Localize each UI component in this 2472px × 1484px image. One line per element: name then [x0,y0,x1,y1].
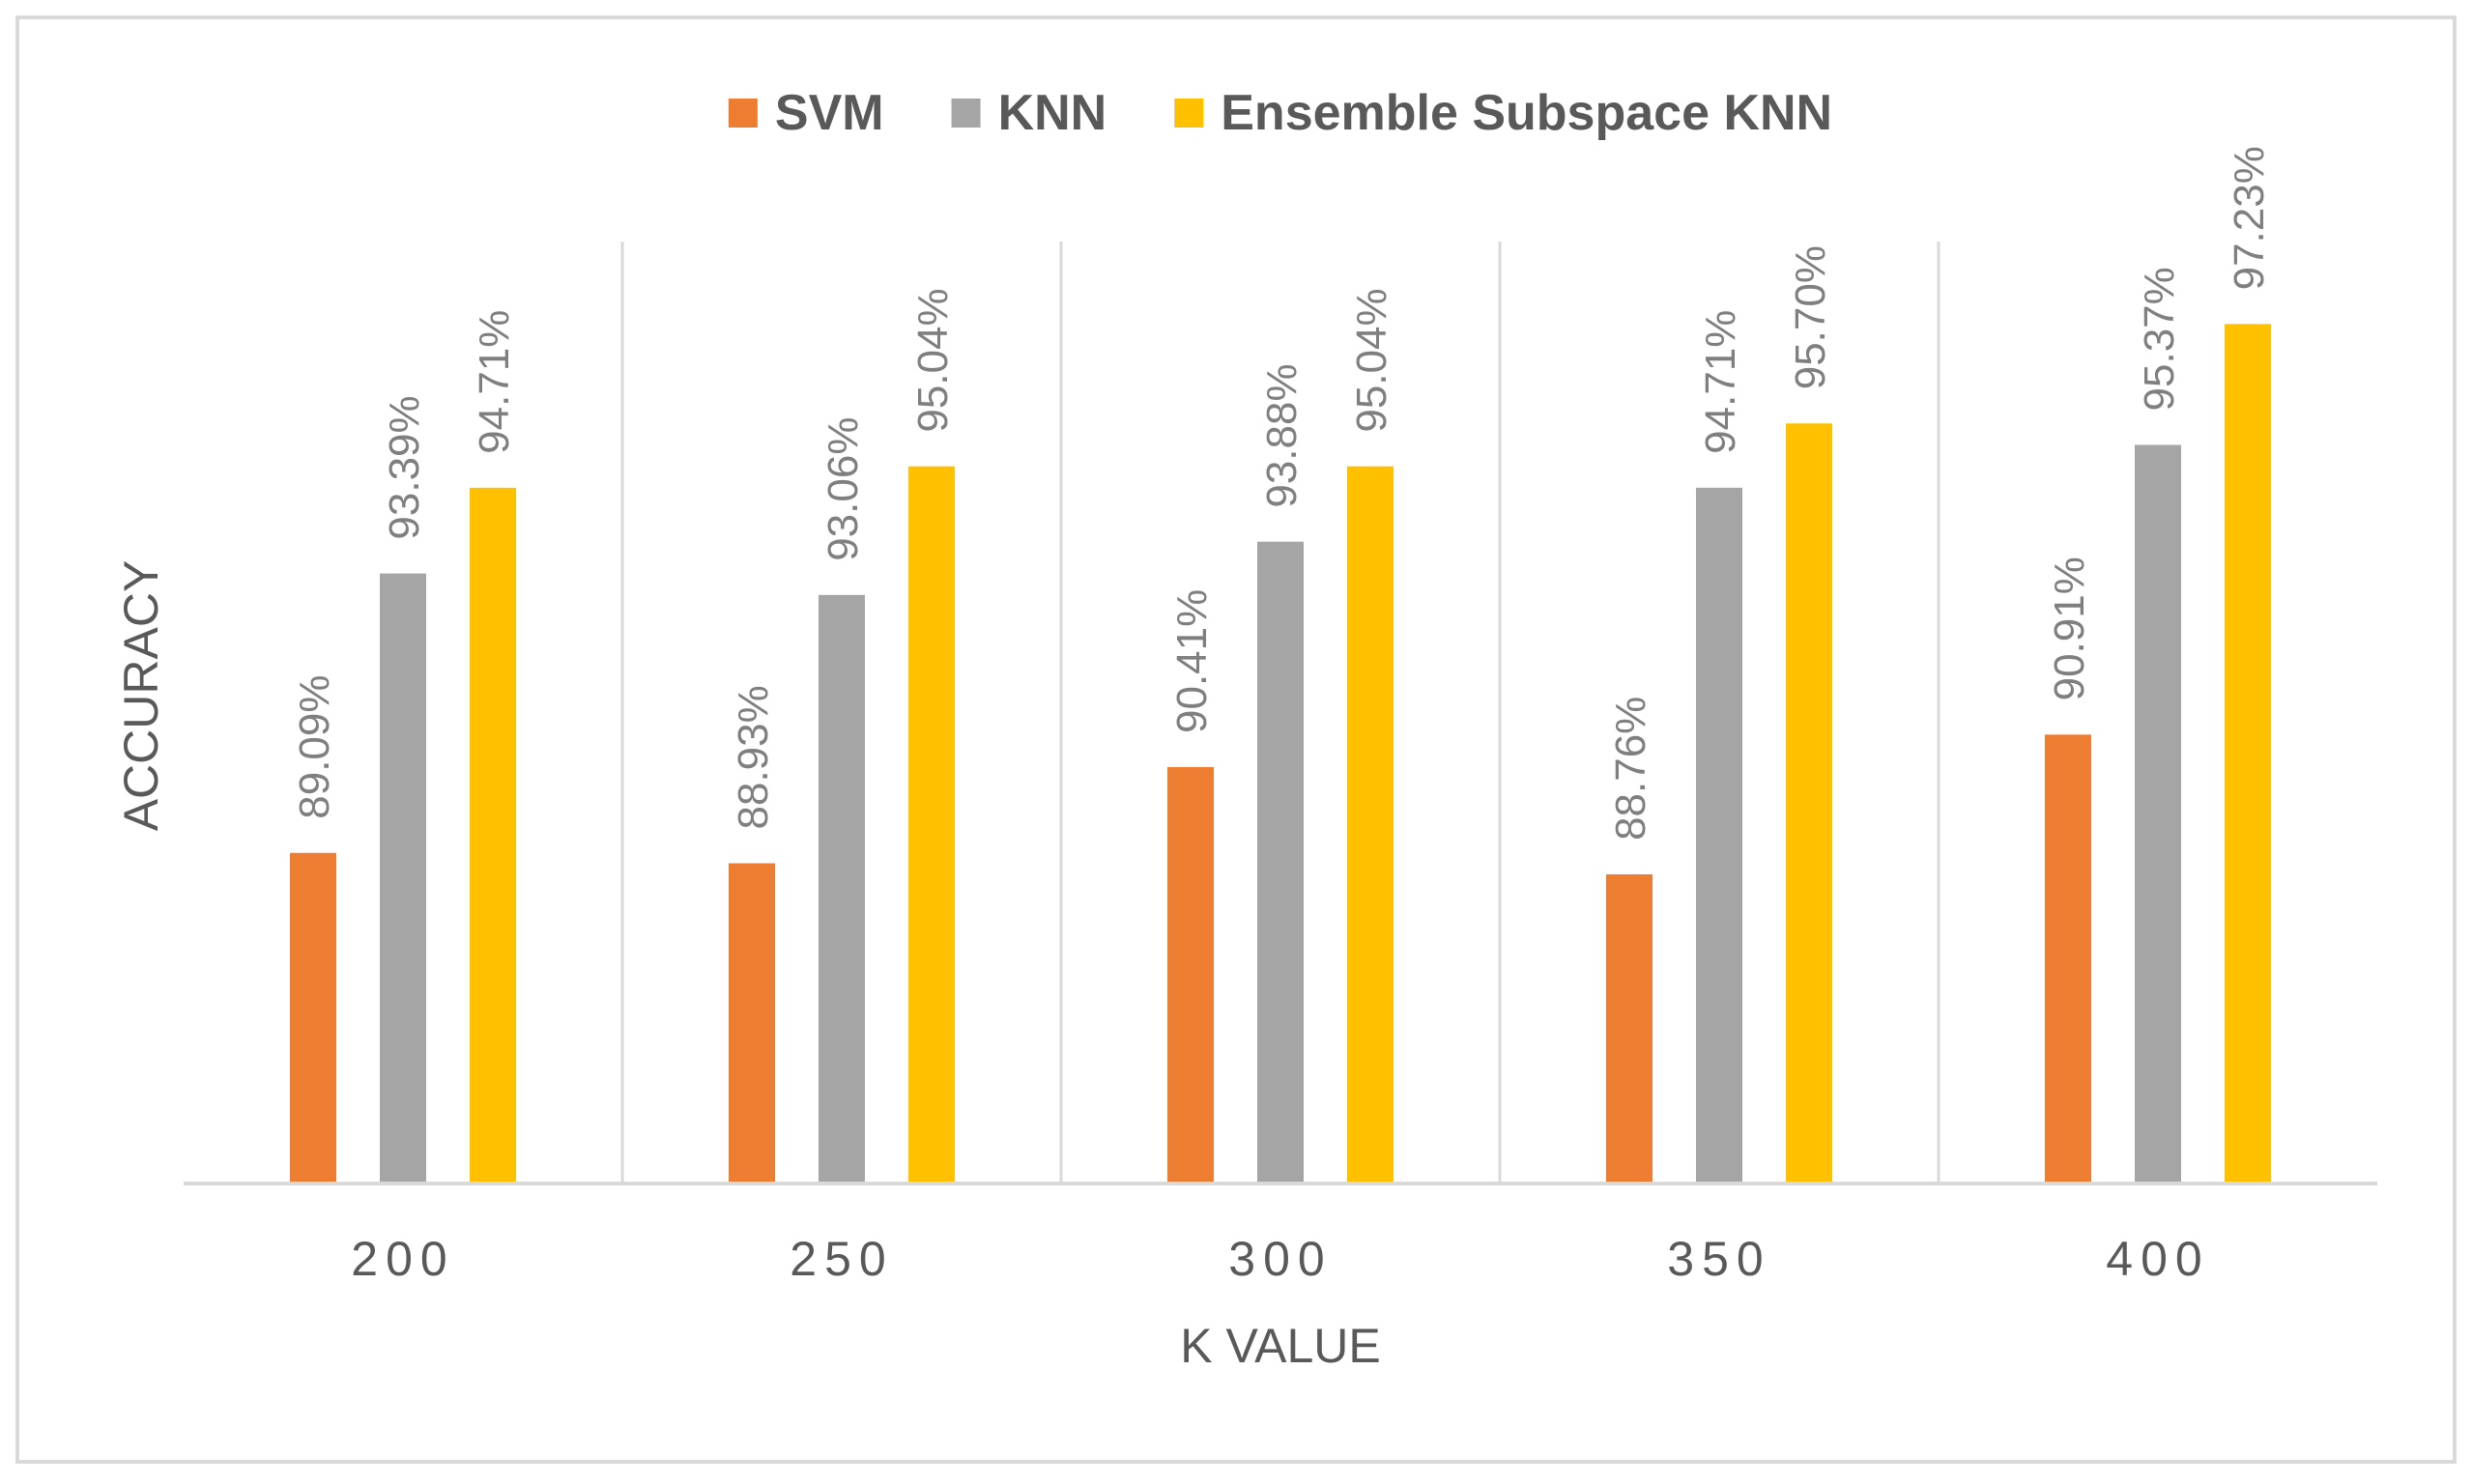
data-label-knn-350: 94.71% [1697,310,1744,454]
data-label-svm-300: 90.41% [1168,589,1216,733]
bar-ensemble-subspace-knn-400 [2225,324,2271,1184]
x-axis-label: K VALUE [1180,1319,1381,1373]
data-label-ensemble-subspace-knn-350: 95.70% [1787,245,1834,389]
legend-item-svm: SVM [728,85,884,141]
category-dividers [620,242,1940,1184]
legend-swatch [951,99,981,128]
legend-swatch [728,99,758,128]
data-label-ensemble-subspace-knn-400: 97.23% [2226,146,2273,290]
x-tick-labels: 200 250 300 350 400 [351,1232,2209,1286]
bar-knn-200 [380,573,426,1184]
x-tick-label-200: 200 [351,1232,454,1286]
bar-knn-250 [819,594,865,1184]
y-axis-label: ACCURACY [114,560,168,832]
bar-ensemble-subspace-knn-350 [1786,423,1832,1184]
legend-item-ensemble-subspace-knn: Ensemble Subspace KNN [1174,85,1832,141]
bar-knn-300 [1257,541,1304,1184]
data-label-ensemble-subspace-knn-250: 95.04% [909,288,957,432]
x-tick-label-300: 300 [1228,1232,1332,1286]
bars [290,324,2271,1184]
data-label-ensemble-subspace-knn-200: 94.71% [471,310,518,454]
bar-ensemble-subspace-knn-300 [1347,466,1394,1184]
legend-swatch [1174,99,1204,128]
x-tick-label-250: 250 [790,1232,893,1286]
data-label-knn-250: 93.06% [819,417,867,561]
bar-knn-350 [1696,487,1742,1184]
data-label-svm-250: 88.93% [730,685,777,829]
bar-svm-350 [1606,873,1653,1184]
data-label-svm-350: 88.76% [1607,697,1654,841]
legend-label: KNN [998,85,1107,141]
legend: SVM KNN Ensemble Subspace KNN [728,85,1832,141]
legend-label: SVM [775,85,884,141]
data-label-ensemble-subspace-knn-300: 95.04% [1348,288,1395,432]
data-label-svm-200: 89.09% [291,675,338,819]
bar-svm-400 [2045,734,2091,1184]
bar-svm-300 [1167,766,1214,1184]
data-label-knn-200: 93.39% [381,395,428,539]
data-labels: 89.09% 93.39% 94.71% 88.93% 93.06% 95.04% 90.4… [291,146,2273,841]
legend-label: Ensemble Subspace KNN [1221,85,1832,141]
data-label-svm-400: 90.91% [2046,556,2093,700]
bar-svm-250 [729,863,775,1184]
legend-item-knn: KNN [951,85,1107,141]
bar-ensemble-subspace-knn-250 [908,466,955,1184]
data-label-knn-400: 95.37% [2136,267,2183,411]
x-tick-label-400: 400 [2106,1232,2209,1286]
bar-ensemble-subspace-knn-200 [470,487,516,1184]
bar-knn-400 [2135,444,2181,1184]
data-label-knn-300: 93.88% [1258,363,1306,507]
x-tick-label-350: 350 [1667,1232,1770,1286]
bar-svm-200 [290,852,336,1184]
